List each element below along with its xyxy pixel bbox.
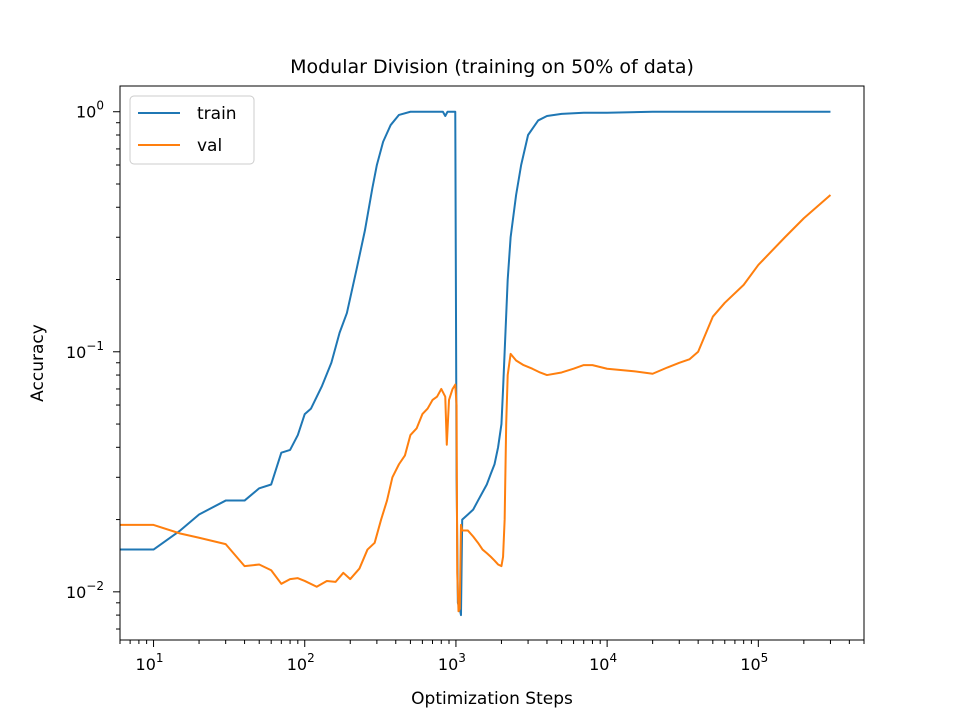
y-axis: 100 10−1 10−2 [66,99,120,630]
x-tick-label: 101 [136,651,164,674]
y-tick-label: 10−2 [66,579,104,602]
y-tick-label: 10−1 [66,339,104,362]
legend-label-val: val [197,136,222,156]
x-tick-label: 103 [438,651,466,674]
y-tick-label: 100 [76,99,104,122]
x-tick-label: 105 [740,651,768,674]
series-line-val [120,194,832,613]
x-tick-label: 102 [287,651,315,674]
series-line-train [120,110,831,617]
y-axis-label: Accuracy [28,324,48,402]
x-axis: 101 102 103 104 105 [119,640,865,674]
legend: train val [129,95,255,165]
chart-title: Modular Division (training on 50% of dat… [290,56,694,78]
series-layer [120,110,832,617]
x-tick-label: 104 [589,651,617,674]
x-axis-label: Optimization Steps [411,689,573,709]
legend-label-train: train [197,104,237,124]
